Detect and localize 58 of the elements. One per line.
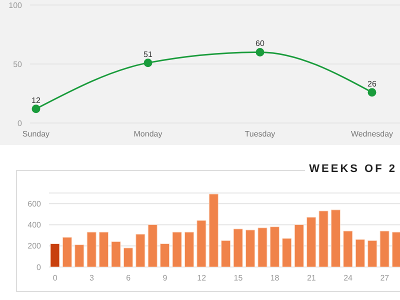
bar	[148, 224, 158, 267]
bar	[368, 240, 378, 267]
bar	[380, 230, 390, 267]
bar	[184, 232, 194, 267]
bar	[172, 232, 182, 267]
bar	[306, 217, 316, 267]
point	[144, 58, 152, 68]
bar	[355, 239, 365, 267]
x-tick-label: 21	[306, 274, 316, 283]
point	[368, 88, 376, 97]
y-tick-label: 0	[36, 262, 42, 272]
bar	[86, 232, 96, 267]
x-tick-label: 6	[126, 274, 132, 283]
data-label: 60	[256, 39, 265, 48]
bar	[233, 228, 243, 267]
x-tick-label: 18	[270, 274, 280, 283]
bar	[294, 224, 304, 267]
x-tick-label: Wednesday	[350, 130, 394, 139]
y-tick-label: 200	[28, 242, 42, 251]
x-tick-label: Tuesday	[244, 130, 276, 139]
bar	[258, 228, 268, 267]
data-label: 51	[144, 50, 153, 59]
bar	[246, 230, 256, 267]
bar	[196, 220, 206, 267]
bar	[136, 234, 146, 267]
y-tick-label: 50	[13, 60, 23, 69]
x-tick-label: 0	[52, 274, 58, 283]
point	[32, 104, 40, 114]
chart-title: WEEKS OF 2	[305, 163, 400, 175]
bar	[74, 244, 84, 267]
y-tick-label: 0	[18, 118, 23, 128]
bar	[160, 243, 170, 267]
y-tick-label: 400	[28, 220, 42, 230]
bar	[208, 194, 218, 267]
point	[256, 48, 264, 56]
bar	[221, 240, 231, 267]
x-tick-label: 15	[234, 274, 244, 283]
x-tick-label: 9	[162, 274, 168, 283]
bar	[62, 237, 72, 267]
x-tick-label: 12	[197, 274, 207, 283]
bar	[123, 248, 133, 267]
bar	[343, 230, 353, 267]
x-tick-label: 3	[90, 274, 94, 283]
bar	[99, 232, 109, 267]
bar	[282, 238, 292, 267]
x-tick-label: 27	[380, 274, 390, 283]
data-label: 12	[32, 96, 41, 105]
bar	[330, 210, 340, 267]
x-tick-label: Monday	[134, 130, 162, 139]
bar	[270, 226, 280, 267]
bar	[50, 243, 60, 267]
data-label: 26	[368, 79, 377, 88]
y-tick-label: 600	[28, 199, 42, 208]
x-tick-label: 24	[344, 274, 354, 283]
y-tick-label: 100	[8, 0, 23, 10]
bar	[318, 210, 328, 267]
bar	[111, 241, 121, 267]
x-tick-label: Sunday	[22, 130, 50, 139]
